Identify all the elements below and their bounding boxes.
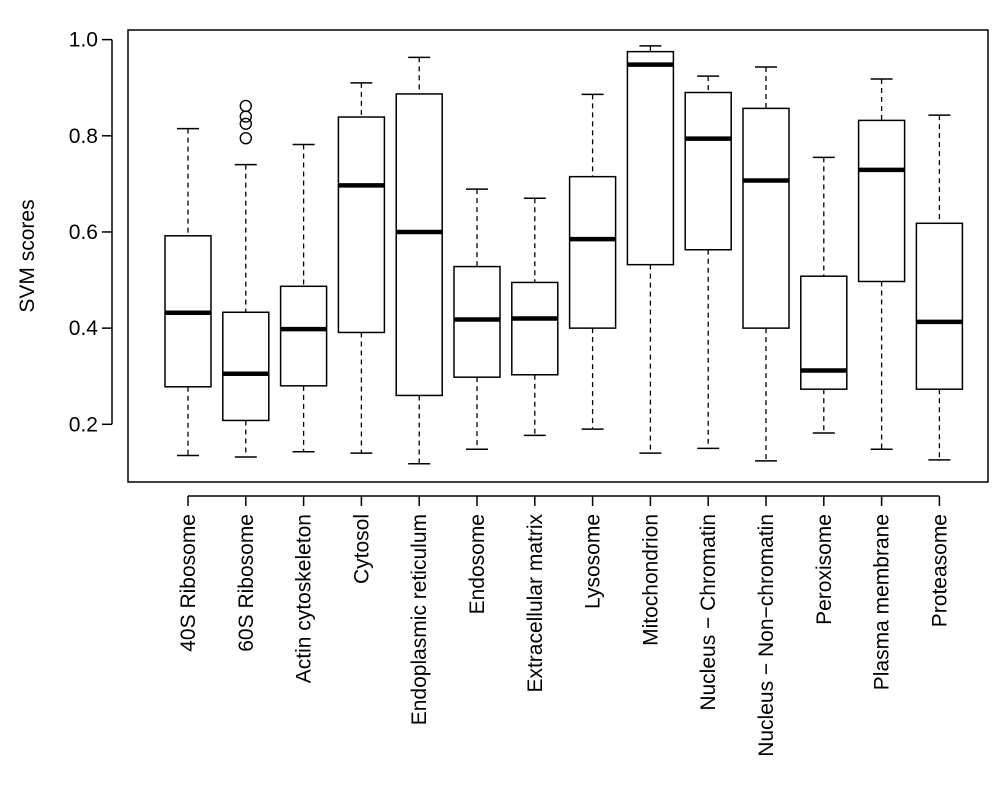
box-iqr xyxy=(915,222,964,390)
box-10 xyxy=(684,75,732,450)
x-tick-label: Nucleus − Non−chromatin xyxy=(755,514,778,757)
y-tick-label: 0.2 xyxy=(69,413,98,436)
x-tick-label: Nucleus − Chromatin xyxy=(697,514,720,711)
x-axis: 40S Ribosome 60S Ribosome Actin cytoskelet… xyxy=(177,495,951,757)
box-14 xyxy=(915,114,964,461)
box-12 xyxy=(800,156,848,434)
box-iqr xyxy=(626,50,675,266)
box-iqr xyxy=(742,107,790,329)
y-tick-label: 0.6 xyxy=(69,221,98,244)
box-iqr xyxy=(684,91,732,251)
y-tick-label: 0.8 xyxy=(69,125,98,148)
box-13 xyxy=(857,78,906,451)
box-iqr xyxy=(511,281,559,376)
outlier-point xyxy=(239,99,253,113)
x-tick-label: Actin cytoskeleton xyxy=(293,514,316,683)
box-iqr xyxy=(453,265,501,378)
y-axis: 0.2 0.4 0.6 0.8 1.0 xyxy=(69,29,113,436)
box-9 xyxy=(626,45,675,454)
box-11 xyxy=(742,66,790,462)
box-6 xyxy=(453,188,501,451)
x-tick-label: Cytosol xyxy=(350,514,373,584)
box-iqr xyxy=(395,93,443,397)
box-iqr xyxy=(568,175,617,329)
box-5 xyxy=(395,56,443,465)
box-iqr xyxy=(337,116,386,334)
box-1 xyxy=(164,127,212,457)
box-iqr xyxy=(222,311,270,422)
y-tick-label: 1.0 xyxy=(69,29,98,52)
x-tick-label: 60S Ribosome xyxy=(235,514,258,652)
outlier-point xyxy=(239,110,253,123)
plot-frame xyxy=(127,29,989,483)
x-tick-label: Proteasome xyxy=(928,514,951,627)
box-series xyxy=(164,45,964,465)
x-tick-label: Endoplasmic reticulum xyxy=(408,514,431,725)
box-7 xyxy=(511,197,559,437)
box-iqr xyxy=(279,285,328,387)
x-tick-label: Endosome xyxy=(466,514,489,614)
box-iqr xyxy=(857,119,906,283)
outlier-point xyxy=(239,131,253,145)
y-axis-label: SVM scores xyxy=(16,199,39,312)
x-tick-label: Peroxisome xyxy=(813,514,836,625)
box-3 xyxy=(279,143,328,453)
y-tick-label: 0.4 xyxy=(69,317,99,340)
outlier-point xyxy=(239,117,253,130)
x-tick-label: 40S Ribosome xyxy=(177,514,200,652)
x-tick-label: Extracellular matrix xyxy=(524,514,547,693)
x-tick-label: Plasma membrane xyxy=(871,514,894,690)
box-2 xyxy=(222,99,270,458)
box-8 xyxy=(568,93,617,430)
x-tick-label: Mitochondrion xyxy=(639,514,662,646)
box-4 xyxy=(337,82,386,454)
x-tick-label: Lysosome xyxy=(582,514,605,609)
